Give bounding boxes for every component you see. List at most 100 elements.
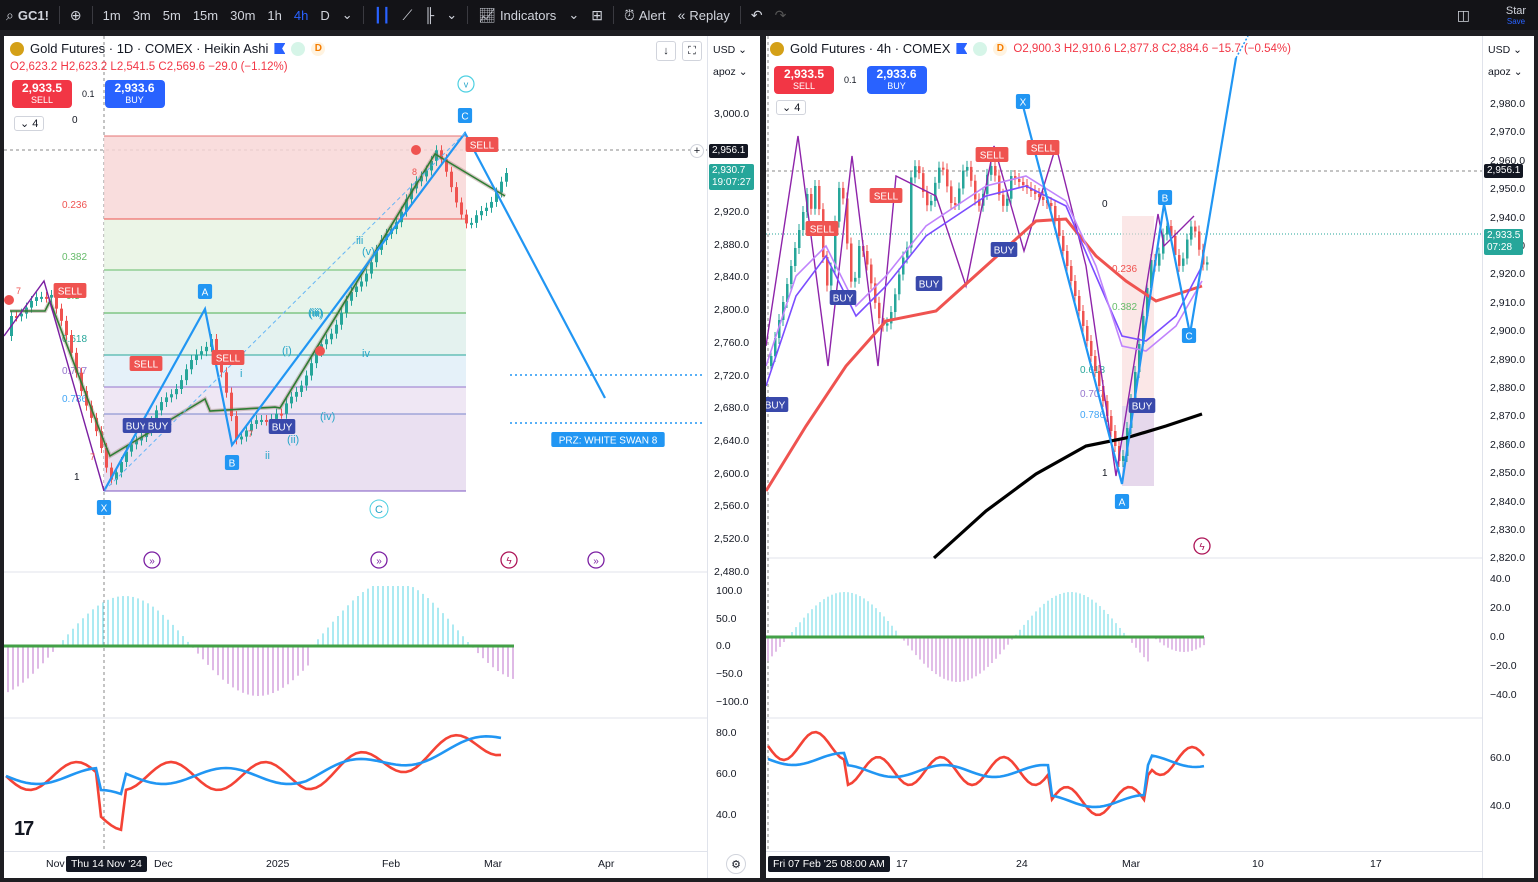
- sell-signal-bg: [465, 137, 499, 152]
- currency-select[interactable]: USD ⌄: [713, 44, 747, 56]
- flag-icon[interactable]: [956, 43, 968, 54]
- sell-button[interactable]: 2,933.5 SELL: [12, 80, 72, 108]
- fib-label: 0.382: [1112, 302, 1137, 313]
- price-tick: 2,520.0: [714, 533, 750, 545]
- templates-button[interactable]: ⊞: [585, 0, 609, 30]
- axis-tick: 20.0: [1490, 602, 1511, 614]
- candle-body: [60, 308, 63, 321]
- wave-label: (ii): [287, 434, 299, 446]
- buy-label: BUY: [887, 81, 906, 91]
- download-icon[interactable]: ↓: [656, 41, 676, 61]
- interval-d[interactable]: D: [320, 7, 330, 23]
- alert-button[interactable]: ⏰︎ Alert: [618, 0, 672, 30]
- chart-type-line[interactable]: ⟋: [397, 0, 419, 30]
- candle-body: [100, 431, 103, 448]
- close-value: C2,884.6: [1161, 42, 1209, 55]
- flag-icon[interactable]: [274, 43, 286, 54]
- scale-select[interactable]: apoz ⌄: [1488, 66, 1523, 78]
- chart-type-bars[interactable]: ╟: [418, 0, 440, 30]
- interval-dropdown[interactable]: ⌄: [336, 0, 359, 30]
- sell-signal: SELL: [58, 287, 83, 298]
- candle-body: [340, 312, 343, 325]
- time-axis-left[interactable]: [4, 851, 707, 878]
- candle-body: [1062, 236, 1065, 251]
- candle-body: [874, 283, 877, 303]
- chart-type-candles[interactable]: ┃┃: [368, 0, 397, 30]
- candle-body: [1002, 194, 1005, 206]
- replay-button[interactable]: « Replay: [672, 0, 736, 30]
- indicators-button[interactable]: 📈︎ Indicators: [472, 0, 562, 30]
- sell-signal-bg: [805, 221, 839, 236]
- candle-body: [814, 186, 817, 209]
- price-tick: 2,880.0: [714, 238, 750, 251]
- earnings-icon: [1193, 537, 1211, 555]
- candle-body: [330, 333, 333, 340]
- interval-1m[interactable]: 1m: [102, 7, 121, 23]
- scale-select[interactable]: apoz ⌄: [713, 66, 748, 78]
- indicators-dropdown[interactable]: ⌄: [562, 0, 585, 30]
- indicators-collapse[interactable]: ⌄ 4: [776, 100, 807, 115]
- redo-button[interactable]: ↷: [769, 0, 793, 30]
- symbol-search[interactable]: ⌕ GC1!: [0, 0, 55, 30]
- time-axis-right[interactable]: [766, 851, 1482, 878]
- eye-icon[interactable]: [291, 41, 306, 56]
- interval-3m[interactable]: 3m: [132, 7, 151, 23]
- candle-body: [966, 166, 969, 171]
- candle-body: [490, 201, 493, 208]
- chart-pane-left[interactable]: 00.2360.3820.50.6180.7070.7861XABCvCiiii…: [4, 36, 760, 878]
- chart-type-dropdown[interactable]: ⌄: [440, 0, 463, 30]
- fib-label: 0.382: [62, 252, 87, 263]
- buy-price: 2,933.6: [114, 81, 155, 95]
- candle-body: [1174, 235, 1177, 256]
- chart-canvas-right[interactable]: 00.2360.3820.6180.7070.7861XABCSELLSELLS…: [766, 36, 1534, 878]
- interval-30m[interactable]: 30m: [230, 7, 256, 23]
- scale-label: apoz: [713, 66, 736, 78]
- interval-15m[interactable]: 15m: [192, 7, 219, 23]
- compare-button[interactable]: ⊕: [64, 0, 88, 30]
- fullscreen-icon[interactable]: ⛶: [682, 41, 702, 61]
- sell-button[interactable]: 2,933.5 SELL: [774, 66, 834, 94]
- candle-body: [405, 199, 408, 212]
- candle-body: [834, 221, 837, 269]
- sell-signal-bg: [211, 350, 245, 365]
- buy-button[interactable]: 2,933.6 BUY: [866, 66, 927, 94]
- candle-body: [305, 375, 308, 386]
- interval-1h[interactable]: 1h: [267, 7, 282, 23]
- candle-body: [315, 351, 318, 364]
- interval-5m[interactable]: 5m: [162, 7, 181, 23]
- price-axis-left[interactable]: [707, 36, 760, 878]
- price-tick: 2,910.0: [1490, 296, 1526, 309]
- buy-button[interactable]: 2,933.6 BUY: [104, 80, 165, 108]
- candle-body: [175, 388, 178, 395]
- earnings-icon-glyph: ϟ: [506, 556, 512, 567]
- last-price-tag: 2,933.5 07:28: [1484, 229, 1524, 255]
- line-chart-icon: ⟋: [402, 6, 413, 23]
- layout-button[interactable]: ◫: [1451, 0, 1476, 30]
- event-icon: [370, 551, 388, 569]
- candle-body: [1110, 416, 1113, 431]
- candle-body: [1070, 266, 1073, 281]
- event-icon-glyph: »: [376, 556, 382, 567]
- sell-price: 2,933.5: [21, 81, 63, 95]
- spread-value: 0.1: [844, 75, 857, 85]
- sell-signal: SELL: [134, 360, 159, 371]
- currency-select[interactable]: USD ⌄: [1488, 44, 1522, 56]
- account-box[interactable]: Star Save: [1494, 0, 1538, 30]
- chart-canvas-left[interactable]: 00.2360.3820.50.6180.7070.7861XABCvCiiii…: [4, 36, 760, 878]
- fib-label: 0: [72, 115, 78, 126]
- candle-body: [445, 159, 448, 172]
- time-tick: Mar: [1122, 858, 1141, 870]
- undo-button[interactable]: ↶: [745, 0, 769, 30]
- price-tick: 2,850.0: [1490, 467, 1526, 480]
- add-alert-icon[interactable]: +: [690, 144, 704, 158]
- candle-body: [826, 257, 829, 286]
- tradingview-logo[interactable]: 17: [14, 818, 34, 840]
- interval-4h[interactable]: 4h: [293, 7, 309, 23]
- candle-body: [1010, 176, 1013, 199]
- chart-pane-right[interactable]: 0 0.236 0.382 0.618 0.707 0.786 1 X A B C SELL SELL S…: [766, 36, 1534, 878]
- wave-label: iv: [362, 348, 370, 360]
- settings-gear-icon[interactable]: ⚙: [726, 854, 746, 874]
- indicators-collapse[interactable]: ⌄ 4: [14, 116, 45, 131]
- plus-circle-icon: ⊕: [69, 6, 82, 23]
- eye-icon[interactable]: [973, 41, 988, 56]
